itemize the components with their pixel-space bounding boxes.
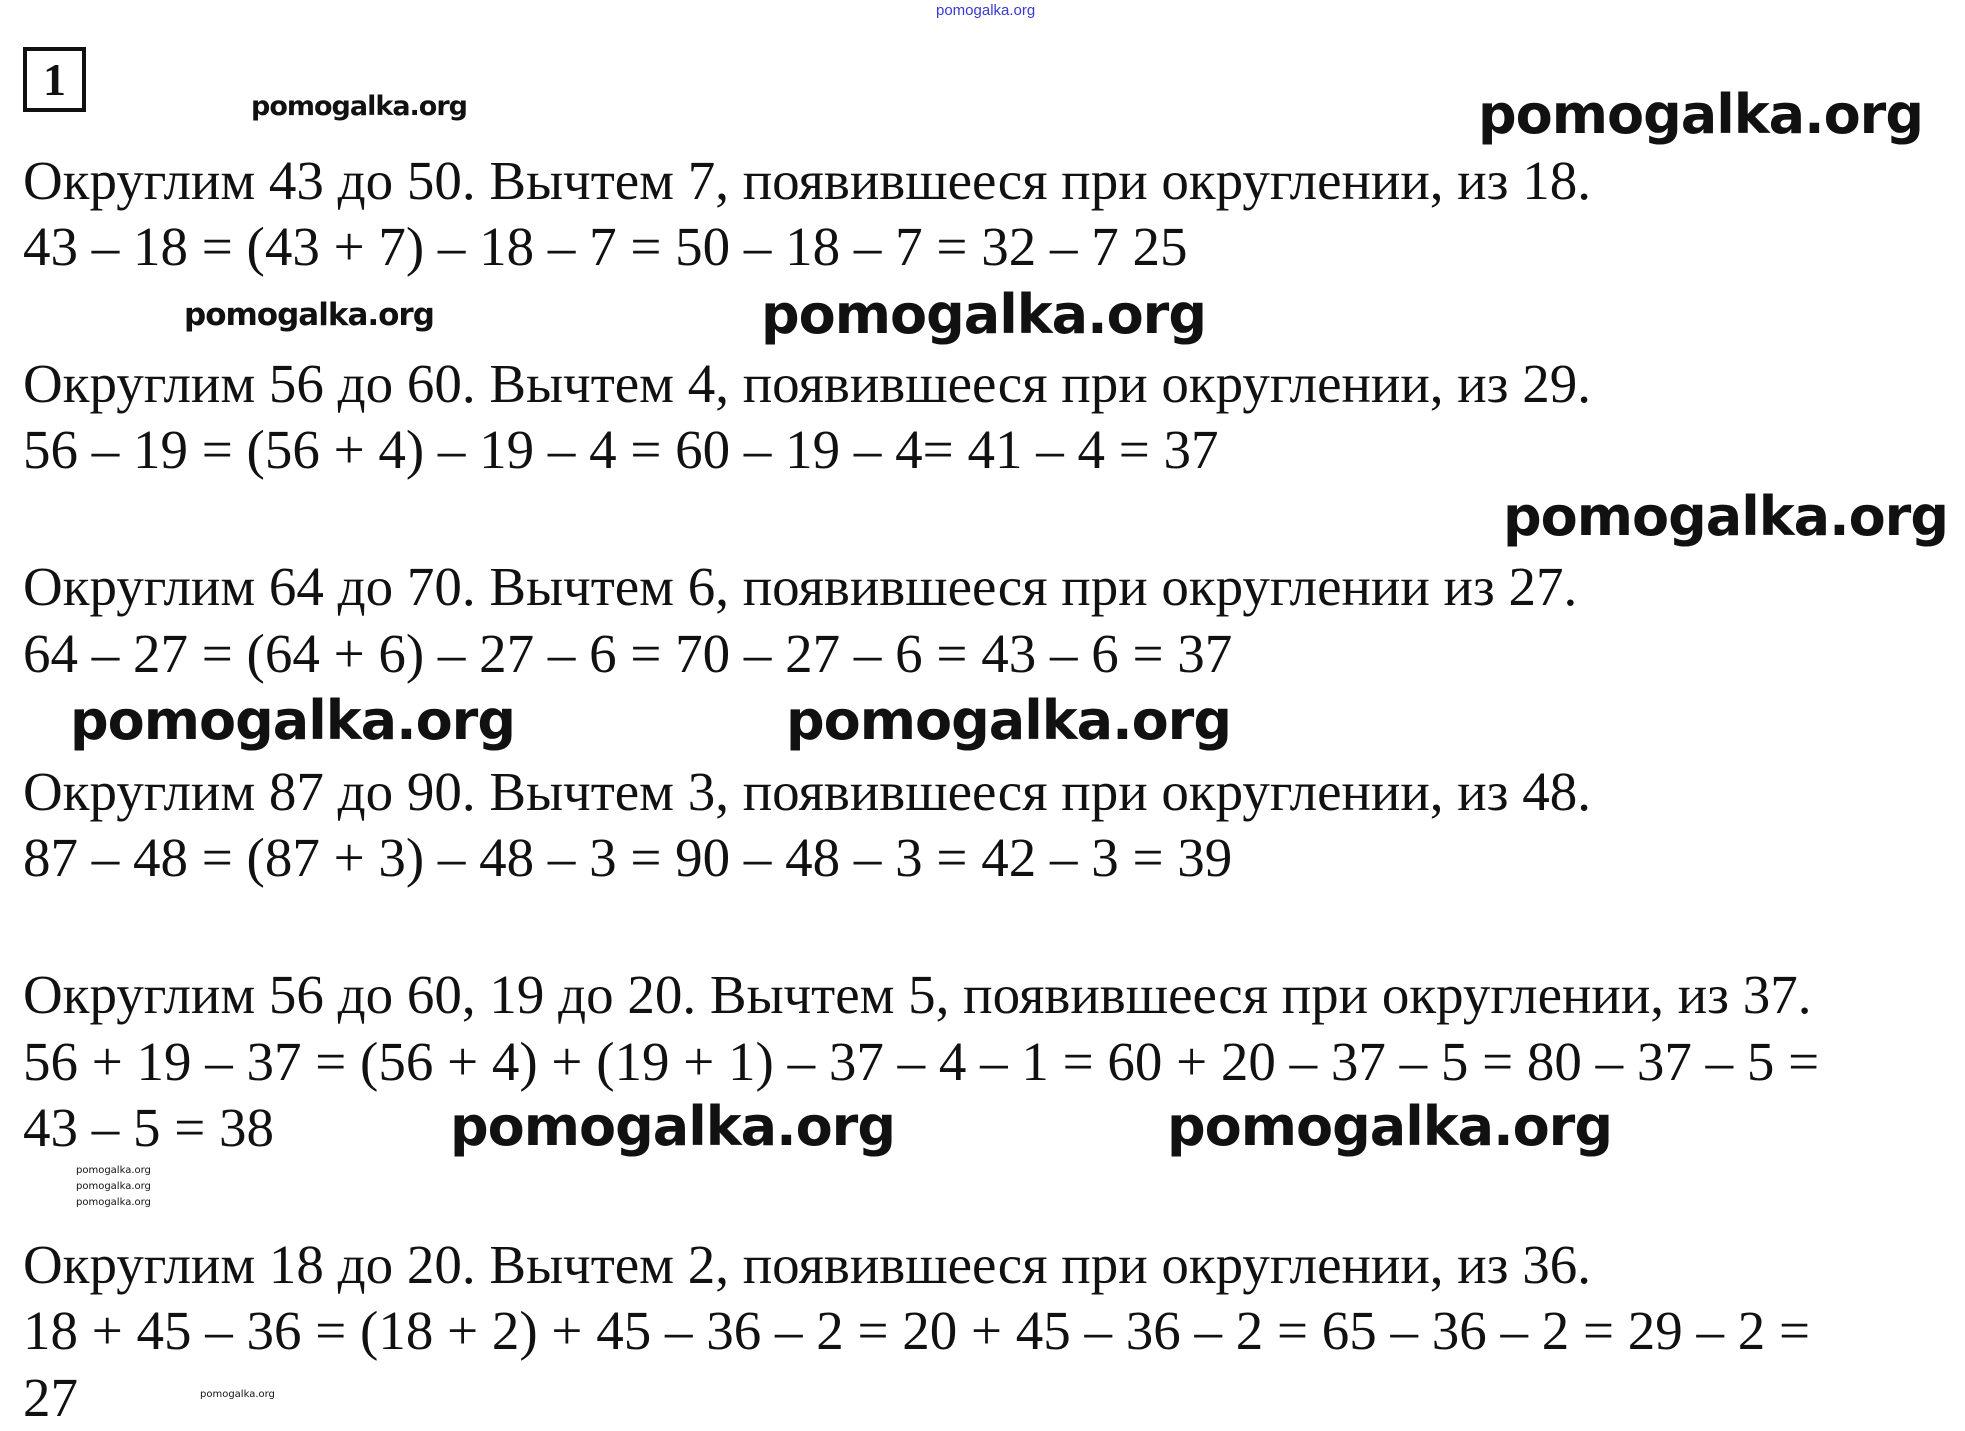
watermark: pomogalka.org	[76, 1165, 151, 1176]
equation-line: 56 – 19 = (56 + 4) – 19 – 4 = 60 – 19 – …	[23, 419, 1219, 480]
watermark: pomogalka.org	[1478, 83, 1924, 146]
text-line: Округлим 56 до 60, 19 до 20. Вычтем 5, п…	[23, 964, 1812, 1025]
task-number-box: 1	[23, 47, 86, 112]
watermark: pomogalka.org	[76, 1181, 151, 1192]
text-line: Округлим 87 до 90. Вычтем 3, появившееся…	[23, 761, 1591, 822]
equation-line: 56 + 19 – 37 = (56 + 4) + (19 + 1) – 37 …	[23, 1031, 1820, 1092]
watermark: pomogalka.org	[200, 1389, 275, 1400]
watermark: pomogalka.org	[1503, 485, 1949, 548]
equation-line: 87 – 48 = (87 + 3) – 48 – 3 = 90 – 48 – …	[23, 827, 1233, 888]
watermark: pomogalka.org	[70, 689, 516, 752]
watermark: pomogalka.org	[786, 689, 1232, 752]
equation-line: 64 – 27 = (64 + 6) – 27 – 6 = 70 – 27 – …	[23, 623, 1233, 684]
watermark: pomogalka.org	[450, 1095, 896, 1158]
equation-line: 18 + 45 – 36 = (18 + 2) + 45 – 36 – 2 = …	[23, 1300, 1811, 1361]
equation-line: 43 – 5 = 38	[23, 1097, 275, 1158]
watermark: pomogalka.org	[1167, 1095, 1613, 1158]
watermark: pomogalka.org	[761, 283, 1207, 346]
text-line: Округлим 64 до 70. Вычтем 6, появившееся…	[23, 556, 1578, 617]
text-line: Округлим 56 до 60. Вычтем 4, появившееся…	[23, 353, 1591, 414]
equation-line: 27	[23, 1367, 78, 1428]
watermark: pomogalka.org	[251, 91, 468, 122]
watermark: pomogalka.org	[76, 1197, 151, 1208]
text-line: Округлим 43 до 50. Вычтем 7, появившееся…	[23, 150, 1591, 211]
watermark: pomogalka.org	[184, 297, 435, 333]
header-watermark-link[interactable]: pomogalka.org	[936, 2, 1036, 19]
text-line: Округлим 18 до 20. Вычтем 2, появившееся…	[23, 1234, 1591, 1295]
equation-line: 43 – 18 = (43 + 7) – 18 – 7 = 50 – 18 – …	[23, 216, 1188, 277]
